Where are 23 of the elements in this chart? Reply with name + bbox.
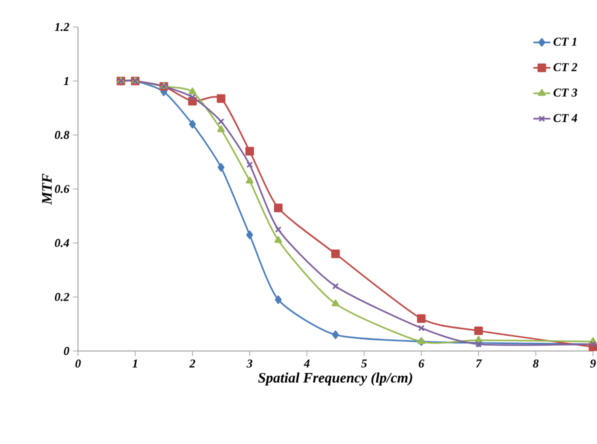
- y-tick-label: 0.8: [54, 130, 70, 140]
- x-tick-label: 6: [418, 360, 424, 368]
- y-axis-title: MTF: [42, 174, 52, 205]
- x-axis-title: Spatial Frequency (lp/cm): [258, 372, 412, 386]
- x-tick-label: 7: [476, 360, 482, 368]
- x-tick-label: 4: [304, 360, 310, 368]
- y-tick-label: 0: [64, 346, 70, 356]
- y-tick-label: 0.6: [54, 184, 70, 194]
- legend-label: CT 4: [554, 114, 578, 122]
- legend-label: CT 3: [554, 88, 578, 97]
- x-tick-label: 9: [590, 360, 596, 368]
- x-tick-label: 8: [532, 360, 539, 368]
- y-tick-label: 1: [64, 77, 68, 85]
- x-tick-label: 3: [246, 360, 252, 368]
- legend-label: CT 2: [554, 63, 578, 72]
- x-tick-label: 1: [132, 360, 138, 368]
- x-tick-label: 2: [189, 360, 196, 368]
- x-tick-label: 0: [75, 360, 81, 368]
- y-tick-label: 0.2: [54, 292, 70, 302]
- x-tick-label: 5: [361, 360, 367, 368]
- y-tick-label: 1.2: [54, 22, 70, 32]
- legend-label: CT 1: [554, 38, 576, 46]
- y-tick-label: 0.4: [54, 238, 70, 248]
